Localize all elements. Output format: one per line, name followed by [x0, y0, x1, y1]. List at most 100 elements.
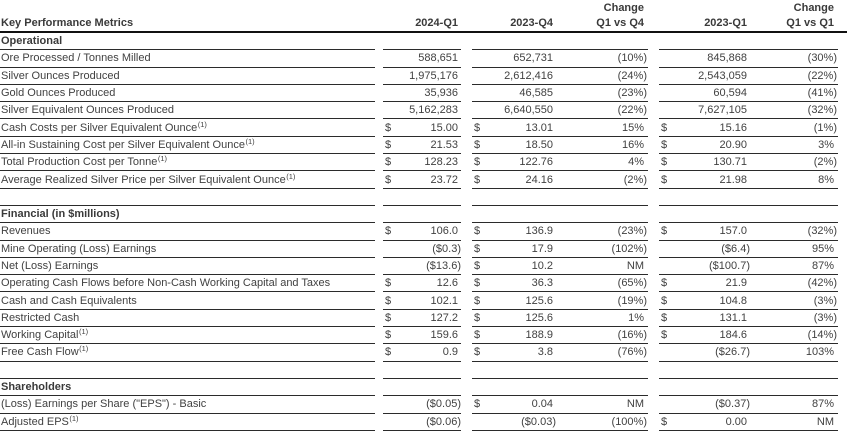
currency-symbol: $	[474, 294, 481, 307]
value-2023-q1: ($26.7)	[715, 346, 750, 359]
row-label: Silver Ounces Produced	[0, 68, 375, 85]
row-label: Gold Ounces Produced	[0, 85, 375, 103]
row-label: Revenues	[0, 223, 375, 241]
value-cell-2023-q1	[659, 189, 750, 206]
row-label-text: Total Production Cost per Tonne	[1, 156, 158, 169]
value-2023-q1: 7,627,105	[698, 104, 747, 117]
currency-symbol: $	[474, 329, 481, 342]
right-margin	[838, 137, 847, 154]
value-cell-2024-q1: 5,162,283	[383, 102, 461, 120]
value-cell-2023-q4: $125.6	[472, 310, 556, 328]
column-gap	[461, 344, 472, 361]
value-cell-2023-q1: $20.90	[659, 137, 750, 155]
value-cell-change-q1-vs-q1: 95%	[750, 241, 838, 258]
column-gap	[461, 154, 472, 171]
column-gap	[375, 292, 383, 309]
column-gap	[648, 0, 659, 16]
row-label-text: (Loss) Earnings per Share ("EPS") - Basi…	[1, 398, 207, 411]
col-header-2023-q1: 2023-Q1	[704, 17, 747, 29]
row-label-text: Average Realized Silver Price per Silver…	[1, 173, 286, 186]
value-2023-q4: 13.01	[525, 121, 553, 134]
column-gap	[375, 0, 383, 16]
column-gap	[461, 16, 472, 31]
currency-symbol: $	[385, 156, 392, 169]
row-label-text: Cash and Cash Equivalents	[1, 294, 137, 307]
currency-symbol: $	[661, 121, 668, 134]
column-gap	[648, 223, 659, 240]
value-cell-2023-q1: $21.9	[659, 275, 750, 293]
value-2023-q4: 24.16	[525, 173, 553, 186]
right-margin	[838, 327, 847, 344]
value-2023-q1: 845,868	[707, 52, 747, 65]
value-2024-q1: 23.72	[430, 173, 458, 186]
value-cell-2024-q1: $23.72	[383, 171, 461, 189]
currency-symbol: $	[385, 346, 392, 359]
value-2024-q1: ($0.05)	[426, 398, 461, 411]
right-margin	[838, 189, 847, 206]
value-2023-q1: 60,594	[713, 87, 747, 100]
value-cell-change-q1-vs-q4: 15%	[556, 119, 648, 137]
value-2023-q1: ($100.7)	[709, 260, 750, 272]
value-2024-q1: 0.9	[442, 346, 458, 359]
column-gap	[461, 258, 472, 275]
value-cell-change-q1-vs-q4	[556, 33, 648, 51]
column-gap	[461, 292, 472, 309]
row-label-text: Silver Ounces Produced	[1, 69, 120, 82]
value-cell-2024-q1: $21.53	[383, 137, 461, 155]
value-cell-change-q1-vs-q1	[750, 362, 838, 379]
value-cell-change-q1-vs-q1: (41%)	[750, 85, 838, 103]
column-gap	[648, 327, 659, 344]
footnote-marker: (1)	[157, 154, 168, 164]
currency-symbol: $	[474, 260, 481, 272]
row-label-text: Operating Cash Flows before Non-Cash Wor…	[1, 277, 331, 290]
row-label-text: Adjusted EPS	[1, 415, 69, 428]
column-gap	[648, 119, 659, 136]
value-2023-q1: ($6.4)	[721, 242, 750, 255]
column-gap	[375, 206, 383, 223]
header-spacer	[659, 0, 750, 16]
row-label: Silver Equivalent Ounces Produced	[0, 102, 375, 120]
currency-symbol: $	[474, 138, 481, 151]
value-cell-change-q1-vs-q4	[556, 206, 648, 224]
row-label-text: All-in Sustaining Cost per Silver Equiva…	[1, 138, 245, 151]
right-margin	[838, 258, 847, 275]
value-cell-change-q1-vs-q4: (23%)	[556, 85, 648, 103]
value-cell-2024-q1: $128.23	[383, 154, 461, 172]
value-cell-change-q1-vs-q4: (23%)	[556, 223, 648, 241]
section-header-row: Operational	[0, 33, 847, 51]
column-gap	[648, 16, 659, 31]
section-title: Financial (in $millions)	[0, 206, 375, 224]
column-gap	[648, 362, 659, 379]
column-gap	[375, 85, 383, 102]
value-2024-q1: 102.1	[430, 294, 458, 307]
row-label: Cash and Cash Equivalents	[0, 292, 375, 310]
value-cell-change-q1-vs-q1	[750, 33, 838, 51]
column-gap	[461, 223, 472, 240]
column-gap	[461, 362, 472, 379]
column-gap	[461, 171, 472, 188]
right-margin	[838, 241, 847, 258]
value-cell-2024-q1: 35,936	[383, 85, 461, 103]
value-cell-2024-q1: $159.6	[383, 327, 461, 345]
value-cell-change-q1-vs-q4: (100%)	[556, 414, 648, 431]
value-2024-q1: ($13.6)	[426, 260, 461, 272]
currency-symbol: $	[385, 173, 392, 186]
value-cell-2024-q1	[383, 33, 461, 51]
footnote-marker: (1)	[69, 413, 79, 423]
currency-symbol: $	[474, 173, 481, 186]
column-gap	[461, 275, 472, 292]
value-cell-2024-q1: ($0.06)	[383, 414, 461, 431]
column-gap	[648, 241, 659, 258]
value-2024-q1: 106.0	[430, 225, 458, 238]
column-gap	[648, 310, 659, 327]
column-gap	[375, 344, 383, 361]
column-gap	[375, 171, 383, 188]
data-row: Revenues $106.0 $136.9 (23%) $157.0 (32%)	[0, 223, 847, 241]
right-margin	[838, 223, 847, 240]
data-row: Restricted Cash $127.2 $125.6 1% $131.1 (3%)	[0, 310, 847, 328]
value-cell-change-q1-vs-q1: (3%)	[750, 292, 838, 310]
right-margin	[838, 171, 847, 188]
column-gap	[648, 414, 659, 431]
currency-symbol: $	[661, 156, 668, 169]
data-row: Total Production Cost per Tonne (1) $128.2…	[0, 154, 847, 172]
